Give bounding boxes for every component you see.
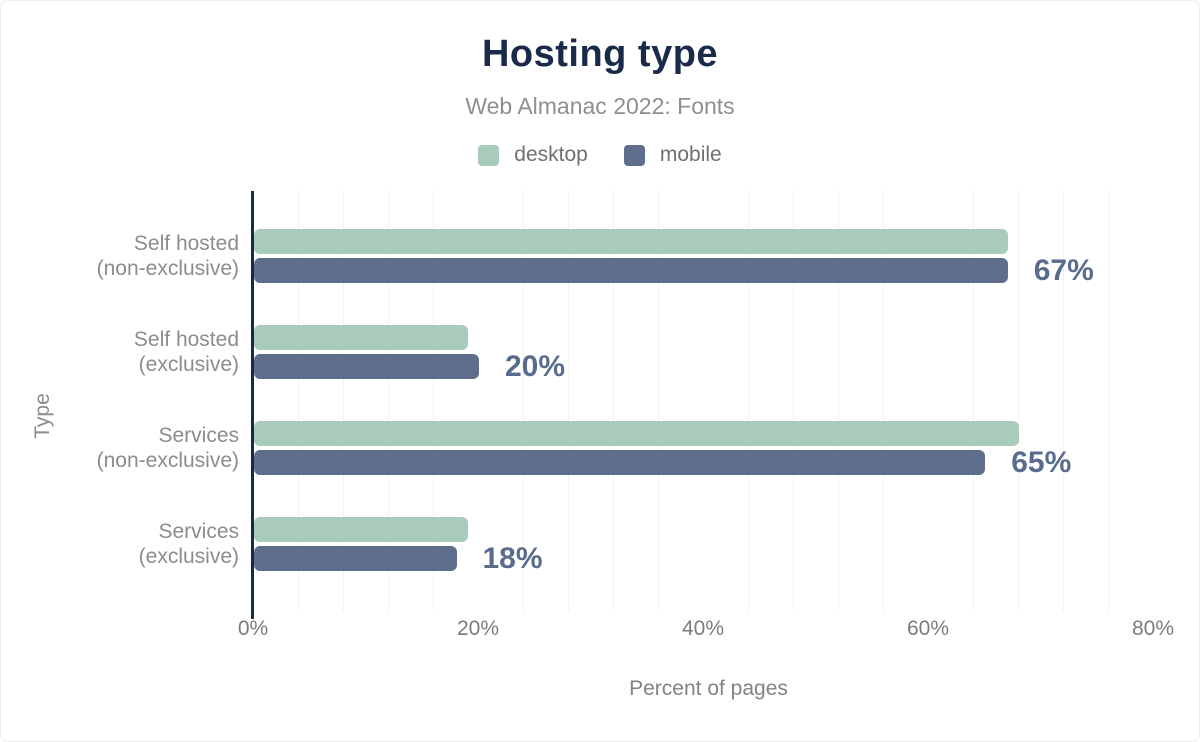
- gridline-76: [1108, 191, 1109, 611]
- x-tick-label-60%: 60%: [906, 617, 950, 640]
- category-label-line: (exclusive): [138, 545, 239, 568]
- category-label-line: Services: [158, 520, 239, 543]
- x-tick-label-40%: 40%: [681, 617, 725, 640]
- gridline-16: [433, 191, 434, 611]
- bar-desktop-0: [254, 229, 1008, 254]
- bar-mobile-0: [254, 258, 1008, 283]
- gridline-12: [388, 191, 389, 611]
- value-label-1: 20%: [505, 350, 566, 383]
- legend-swatch-mobile-icon: [623, 144, 645, 166]
- category-label: Services (non-exclusive): [1, 423, 239, 473]
- bar-desktop-2: [254, 421, 1019, 446]
- legend-item-desktop: desktop: [478, 143, 588, 167]
- value-label-0: 67%: [1033, 254, 1094, 287]
- category-label: Services (exclusive): [1, 519, 239, 569]
- gridline-48: [793, 191, 794, 611]
- gridline-8: [343, 191, 344, 611]
- gridline-36: [658, 191, 659, 611]
- chart-title: Hosting type: [481, 33, 719, 75]
- gridline-56: [883, 191, 884, 611]
- bar-mobile-3: [254, 546, 457, 571]
- gridline-52: [838, 191, 839, 611]
- bar-mobile-2: [254, 450, 986, 475]
- gridline-64: [973, 191, 974, 611]
- category-label-line: (exclusive): [138, 353, 239, 376]
- plot-area: Self hosted (non-exclusive) 67% Self hosted…: [97, 191, 1164, 619]
- category-label-line: (non-exclusive): [96, 257, 239, 280]
- category-label-line: Services: [158, 424, 239, 447]
- gridline-4: [298, 191, 299, 611]
- x-axis-title: Percent of pages: [629, 677, 788, 700]
- gridline-28: [568, 191, 569, 611]
- gridline-32: [613, 191, 614, 611]
- category-label: Self hosted (exclusive): [1, 327, 239, 377]
- bar-desktop-1: [254, 325, 468, 350]
- x-tick-label-20%: 20%: [456, 617, 500, 640]
- x-tick-label-0%: 0%: [237, 617, 269, 640]
- legend-label-desktop: desktop: [514, 143, 588, 166]
- y-axis-line: [251, 191, 254, 615]
- x-axis-zero-tick: [251, 611, 254, 619]
- gridline-44: [748, 191, 749, 611]
- value-label-2: 65%: [1011, 446, 1072, 479]
- chart-subtitle: Web Almanac 2022: Fonts: [465, 93, 735, 119]
- legend: desktop mobile: [1, 143, 1199, 167]
- category-label: Self hosted (non-exclusive): [1, 231, 239, 281]
- gridline-68: [1018, 191, 1019, 611]
- x-tick-label-80%: 80%: [1131, 617, 1175, 640]
- legend-swatch-desktop-icon: [478, 144, 500, 166]
- category-label-line: Self hosted: [133, 328, 239, 351]
- legend-item-mobile: mobile: [623, 143, 722, 167]
- category-label-line: (non-exclusive): [96, 449, 239, 472]
- gridline-24: [523, 191, 524, 611]
- legend-label-mobile: mobile: [659, 143, 722, 166]
- gridline-72: [1063, 191, 1064, 611]
- x-axis-tick-row: 0% 20% 40% 60% 80%: [238, 617, 1174, 643]
- bar-desktop-3: [254, 517, 468, 542]
- bar-mobile-1: [254, 354, 479, 379]
- value-label-3: 18%: [482, 542, 543, 575]
- category-label-line: Self hosted: [133, 232, 239, 255]
